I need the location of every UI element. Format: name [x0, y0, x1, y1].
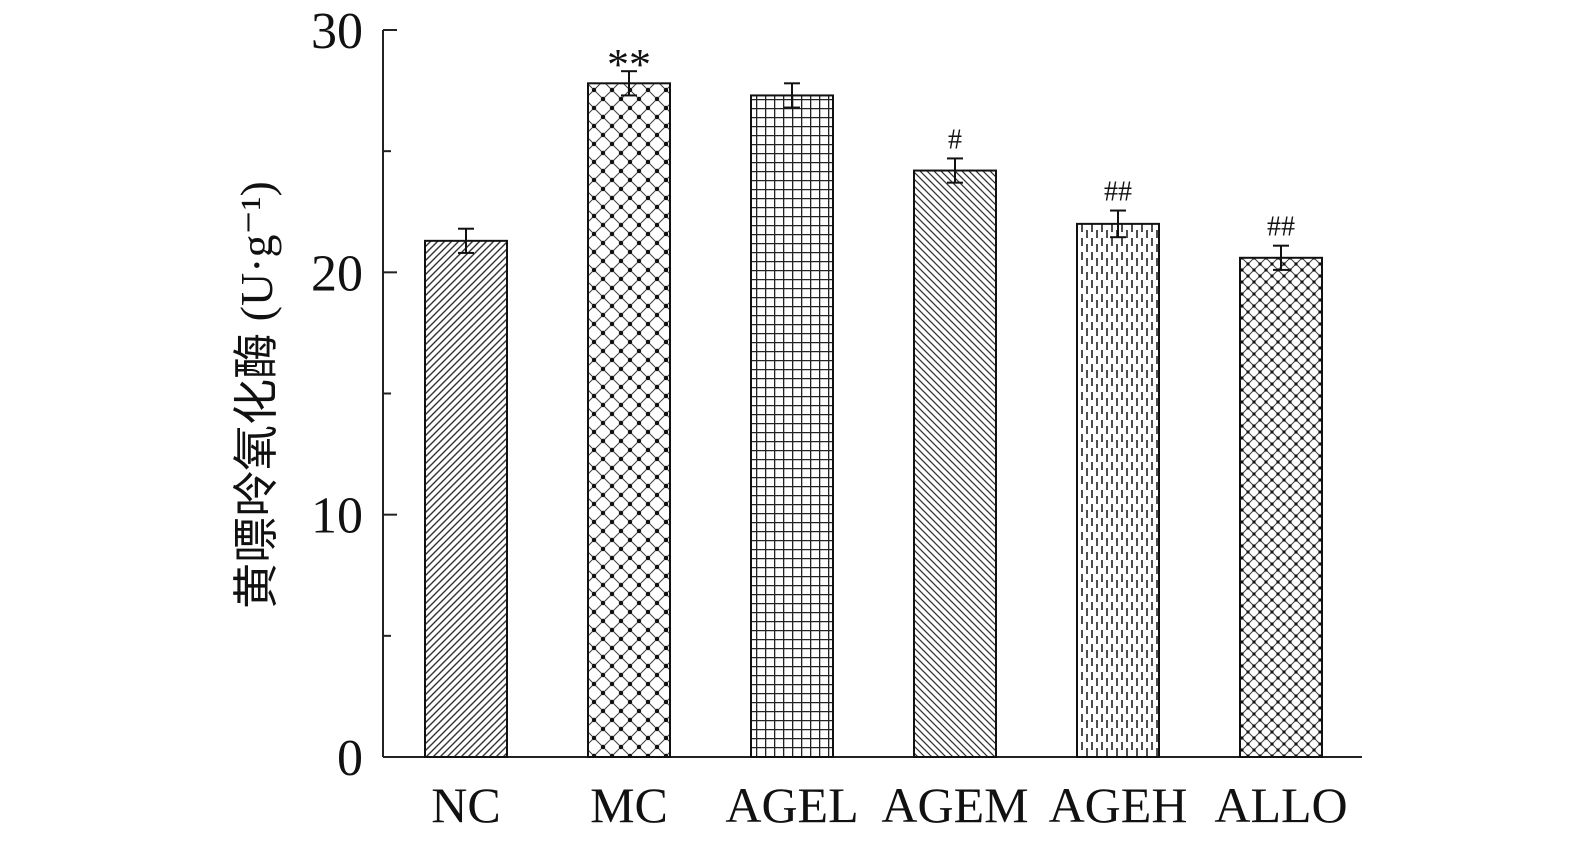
x-tick-label-agel: AGEL — [725, 777, 858, 833]
x-tick-label-ageh: AGEH — [1049, 777, 1188, 833]
bar-agem — [913, 169, 997, 758]
significance-label-allo: ## — [1267, 212, 1295, 243]
significance-label-ageh: ## — [1104, 177, 1132, 208]
y-tick-label-30: 30 — [311, 3, 363, 60]
x-tick-label-agem: AGEM — [881, 777, 1028, 833]
x-tick-label-allo: ALLO — [1214, 777, 1347, 833]
bar-nc — [424, 239, 508, 758]
labels-group: NC MC ** AGEL AGEM # AGEH ## ALLO ## — [431, 40, 1347, 833]
y-tick-label-0: 0 — [337, 730, 363, 787]
bar-allo — [1239, 256, 1323, 758]
y-axis-title: 黄嘌呤氧化酶 (U·g⁻¹) — [231, 181, 282, 609]
x-tick-label-nc: NC — [431, 777, 500, 833]
bar-agel — [750, 94, 834, 759]
bars-group — [424, 70, 1323, 759]
x-tick-label-mc: MC — [590, 777, 668, 833]
significance-label-agem: # — [948, 124, 962, 155]
bar-mc — [587, 82, 671, 758]
y-tick-label-20: 20 — [311, 245, 363, 302]
bar-ageh — [1076, 222, 1160, 759]
significance-label-mc: ** — [607, 40, 651, 89]
y-axis: 0 10 20 30 — [311, 3, 397, 787]
y-tick-label-10: 10 — [311, 488, 363, 545]
